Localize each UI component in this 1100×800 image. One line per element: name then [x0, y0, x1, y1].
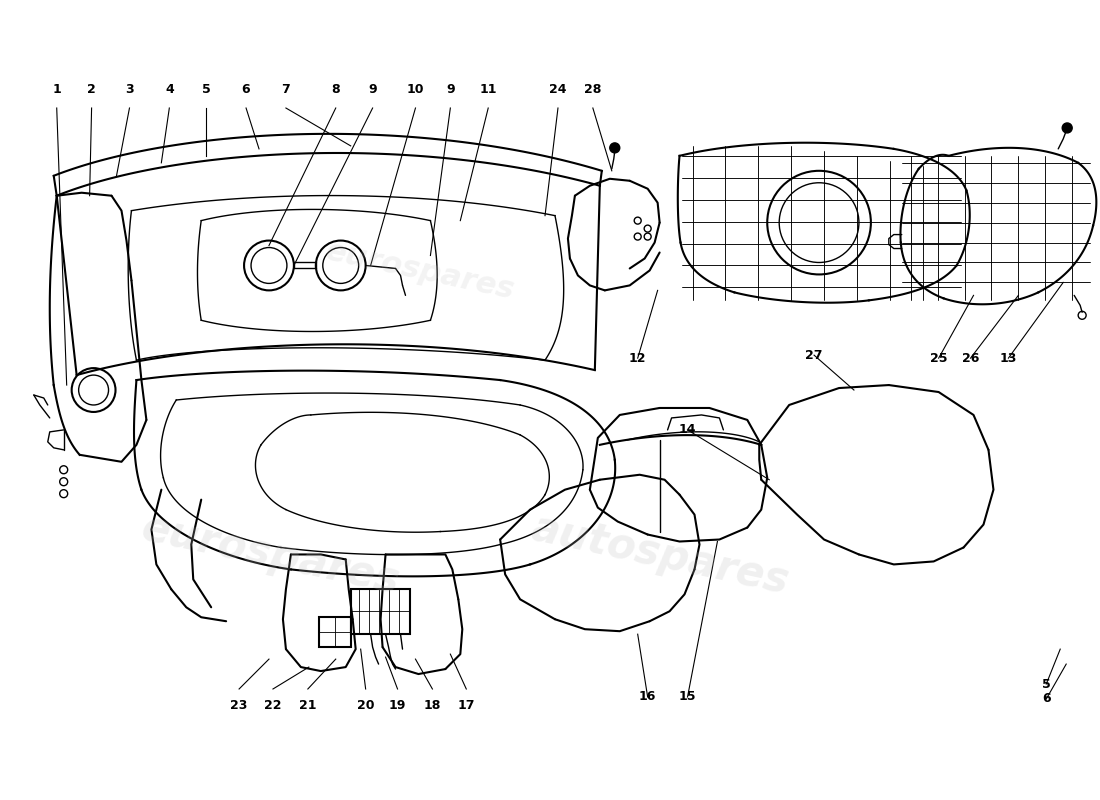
Text: 2: 2: [87, 83, 96, 96]
Text: 17: 17: [458, 699, 475, 712]
Text: 9: 9: [446, 83, 454, 96]
Text: eurospares: eurospares: [138, 506, 404, 602]
Text: 25: 25: [930, 352, 947, 365]
Text: 5: 5: [1042, 678, 1050, 690]
Text: 26: 26: [961, 352, 979, 365]
Text: 13: 13: [1000, 352, 1018, 365]
Circle shape: [1063, 123, 1072, 133]
Text: 23: 23: [230, 699, 248, 712]
Text: 16: 16: [639, 690, 657, 703]
Text: 15: 15: [679, 690, 696, 703]
Bar: [319, 618, 351, 647]
Bar: [351, 590, 410, 634]
Text: 18: 18: [424, 699, 441, 712]
Circle shape: [609, 143, 619, 153]
Text: 7: 7: [282, 83, 290, 96]
Text: autospares: autospares: [527, 506, 792, 602]
Text: 3: 3: [125, 83, 134, 96]
Text: 6: 6: [1042, 693, 1050, 706]
Text: 8: 8: [331, 83, 340, 96]
Text: 21: 21: [299, 699, 317, 712]
Text: 20: 20: [356, 699, 374, 712]
Text: 28: 28: [584, 83, 602, 96]
Text: 11: 11: [480, 83, 497, 96]
Text: 5: 5: [201, 83, 210, 96]
Text: 22: 22: [264, 699, 282, 712]
Text: 6: 6: [242, 83, 251, 96]
Text: eurospares: eurospares: [323, 236, 518, 305]
Text: 14: 14: [679, 423, 696, 436]
Text: 9: 9: [368, 83, 377, 96]
Text: 27: 27: [805, 349, 823, 362]
Text: 19: 19: [388, 699, 406, 712]
Text: 10: 10: [407, 83, 425, 96]
Text: 12: 12: [629, 352, 647, 365]
Text: 4: 4: [165, 83, 174, 96]
Text: 1: 1: [53, 83, 62, 96]
Text: 24: 24: [549, 83, 566, 96]
